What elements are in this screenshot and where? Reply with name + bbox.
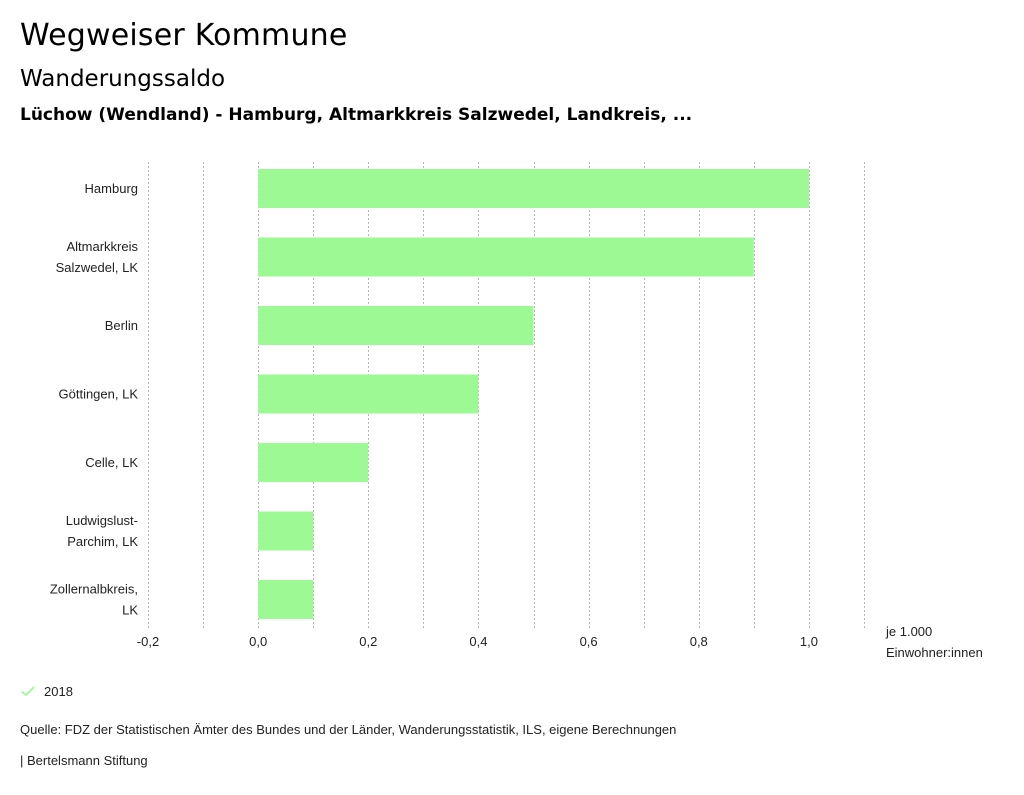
category-label: Zollernalbkreis, LK: [50, 582, 138, 618]
page-title: Wegweiser Kommune: [20, 18, 348, 53]
bar[interactable]: [258, 237, 754, 277]
source-note: Quelle: FDZ der Statistischen Ämter des …: [20, 722, 677, 737]
chart-subtitle: Wanderungssaldo: [20, 66, 226, 92]
region-label: Lüchow (Wendland) - Hamburg, Altmarkkrei…: [20, 105, 693, 125]
legend-label: 2018: [44, 683, 73, 699]
category-label: Berlin: [105, 318, 138, 333]
category-label: Göttingen, LK: [59, 387, 139, 402]
check-icon: [21, 686, 35, 697]
x-tick-label: 0,4: [469, 634, 487, 649]
bars: [258, 169, 809, 619]
x-axis-unit: je 1.000 Einwohner:innen: [886, 621, 983, 663]
x-tick-label: -0,2: [137, 634, 159, 649]
x-tick-label: 0,6: [580, 634, 598, 649]
x-tick-labels: -0,2 0,0 0,2 0,4 0,6 0,8 1,0: [137, 634, 818, 649]
bar-chart: Hamburg Altmarkkreis Salzwedel, LK Berlin Gö…: [50, 162, 865, 649]
unit-line-1: je 1.000: [886, 624, 933, 639]
category-label: Celle, LK: [85, 455, 138, 470]
gridlines: [148, 162, 865, 628]
bar[interactable]: [258, 511, 314, 551]
brand-note: | Bertelsmann Stiftung: [20, 753, 148, 768]
category-label: Ludwigslust-Parchim, LK: [66, 513, 139, 549]
x-tick-label: 0,8: [690, 634, 708, 649]
x-tick-label: 0,2: [359, 634, 377, 649]
bar[interactable]: [258, 306, 534, 345]
legend-item-2018[interactable]: 2018: [20, 683, 73, 699]
unit-line-2: Einwohner:innen: [886, 645, 983, 660]
x-tick-label: 0,0: [249, 634, 267, 649]
x-tick-label: 1,0: [800, 634, 818, 649]
bar[interactable]: [258, 374, 479, 414]
category-label: Altmarkkreis Salzwedel, LK: [56, 239, 139, 275]
bar[interactable]: [258, 443, 369, 482]
category-labels: Hamburg Altmarkkreis Salzwedel, LK Berlin Gö…: [50, 181, 139, 618]
bar[interactable]: [258, 580, 314, 619]
bar[interactable]: [258, 169, 809, 208]
category-label: Hamburg: [85, 181, 138, 196]
